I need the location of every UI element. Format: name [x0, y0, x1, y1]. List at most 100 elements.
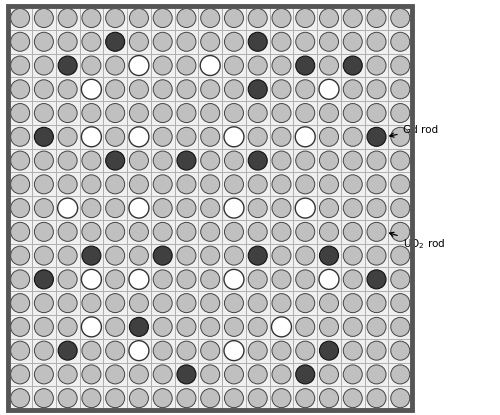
Circle shape: [10, 32, 29, 51]
Bar: [151, 291, 174, 315]
Bar: [80, 315, 104, 339]
Circle shape: [58, 365, 77, 384]
Bar: [56, 78, 80, 101]
Bar: [198, 220, 222, 244]
Circle shape: [130, 317, 148, 337]
Bar: [32, 196, 56, 220]
Circle shape: [224, 365, 244, 384]
Bar: [270, 78, 293, 101]
Bar: [294, 315, 317, 339]
Circle shape: [296, 389, 314, 408]
Bar: [198, 339, 222, 363]
Bar: [222, 101, 246, 125]
Circle shape: [320, 9, 338, 27]
Circle shape: [224, 151, 244, 170]
Circle shape: [34, 9, 54, 27]
Circle shape: [153, 80, 172, 99]
Bar: [80, 149, 104, 173]
Circle shape: [296, 270, 314, 289]
Bar: [127, 149, 151, 173]
Bar: [174, 196, 199, 220]
Circle shape: [58, 341, 77, 360]
Bar: [174, 315, 199, 339]
Circle shape: [344, 389, 362, 408]
Bar: [341, 101, 364, 125]
Circle shape: [58, 389, 77, 408]
Bar: [127, 101, 151, 125]
Circle shape: [296, 294, 314, 312]
Bar: [174, 101, 199, 125]
Circle shape: [200, 222, 220, 242]
Circle shape: [153, 199, 172, 217]
Bar: [317, 149, 341, 173]
Bar: [341, 196, 364, 220]
Bar: [56, 244, 80, 268]
Bar: [364, 363, 388, 386]
Circle shape: [367, 175, 386, 194]
Bar: [222, 268, 246, 291]
Circle shape: [34, 270, 54, 289]
Bar: [364, 54, 388, 78]
Bar: [388, 173, 412, 196]
Bar: [341, 30, 364, 54]
Circle shape: [58, 32, 77, 51]
Bar: [222, 173, 246, 196]
Circle shape: [177, 104, 196, 122]
Bar: [317, 339, 341, 363]
Circle shape: [82, 175, 101, 194]
Bar: [222, 149, 246, 173]
Circle shape: [367, 294, 386, 312]
Circle shape: [248, 365, 267, 384]
Circle shape: [272, 56, 291, 75]
Circle shape: [177, 246, 196, 265]
Bar: [127, 386, 151, 410]
Circle shape: [391, 175, 410, 194]
Circle shape: [177, 151, 196, 170]
Bar: [104, 244, 127, 268]
Bar: [198, 6, 222, 30]
Bar: [294, 149, 317, 173]
Circle shape: [344, 341, 362, 360]
Circle shape: [10, 222, 29, 242]
Bar: [222, 244, 246, 268]
Bar: [56, 149, 80, 173]
Circle shape: [296, 317, 314, 337]
Bar: [222, 30, 246, 54]
Bar: [317, 291, 341, 315]
Bar: [270, 125, 293, 149]
Circle shape: [177, 32, 196, 51]
Circle shape: [58, 56, 77, 75]
Bar: [294, 339, 317, 363]
Bar: [388, 196, 412, 220]
Circle shape: [248, 199, 267, 217]
Bar: [174, 125, 199, 149]
Bar: [151, 386, 174, 410]
Circle shape: [106, 222, 124, 242]
Circle shape: [106, 317, 124, 337]
Bar: [198, 125, 222, 149]
Bar: [341, 78, 364, 101]
Circle shape: [272, 32, 291, 51]
Bar: [32, 386, 56, 410]
Bar: [270, 268, 293, 291]
Bar: [246, 244, 270, 268]
Circle shape: [272, 222, 291, 242]
Bar: [80, 291, 104, 315]
Circle shape: [224, 389, 244, 408]
Bar: [270, 30, 293, 54]
Bar: [151, 125, 174, 149]
Circle shape: [34, 389, 54, 408]
Bar: [8, 339, 32, 363]
Circle shape: [10, 127, 29, 146]
Circle shape: [296, 151, 314, 170]
Circle shape: [367, 56, 386, 75]
Circle shape: [344, 56, 362, 75]
Circle shape: [34, 175, 54, 194]
Bar: [246, 173, 270, 196]
Circle shape: [106, 9, 124, 27]
Bar: [222, 78, 246, 101]
Bar: [317, 363, 341, 386]
Circle shape: [248, 294, 267, 312]
Bar: [388, 268, 412, 291]
Bar: [246, 386, 270, 410]
